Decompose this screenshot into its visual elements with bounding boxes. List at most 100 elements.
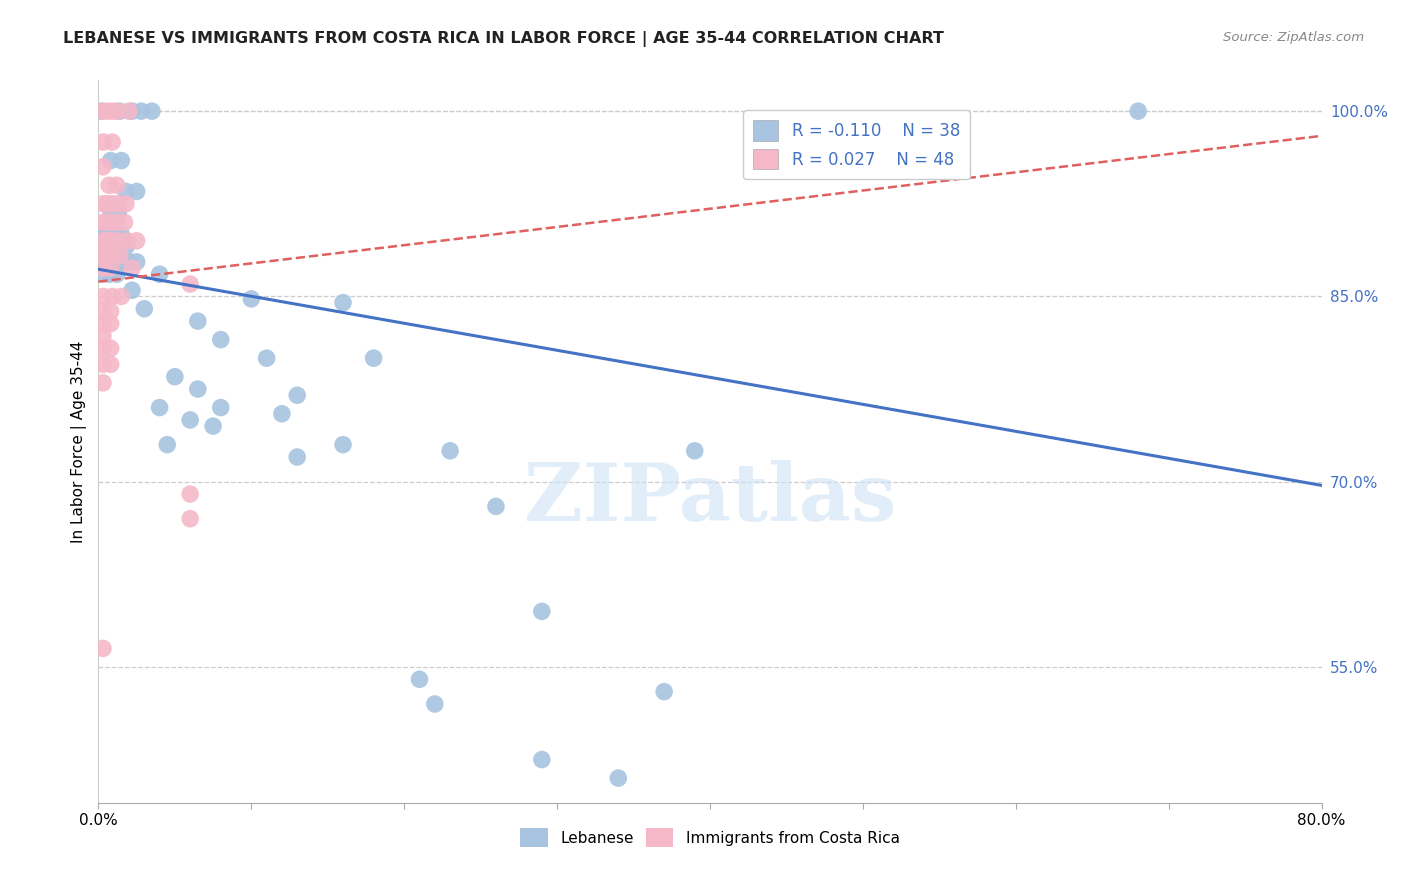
Point [91, 317, 114, 331]
Point [105, 215, 128, 229]
Point [108, 255, 131, 269]
Point [187, 382, 209, 396]
Point [115, 185, 138, 199]
Point [117, 234, 139, 248]
Point [156, 437, 179, 451]
Point [101, 227, 124, 242]
Point [100, 357, 122, 371]
Point [485, 500, 508, 514]
Point [91, 304, 114, 318]
Point [141, 104, 163, 119]
Point [100, 304, 122, 318]
Point [97, 249, 120, 263]
Point [652, 684, 675, 698]
Point [90, 104, 112, 119]
Point [97, 104, 120, 119]
Point [91, 641, 114, 656]
Point [110, 289, 132, 303]
Point [91, 234, 114, 248]
Point [209, 333, 232, 347]
Point [101, 234, 124, 248]
Point [98, 178, 121, 193]
Point [112, 215, 135, 229]
Point [91, 215, 114, 229]
Point [91, 260, 114, 275]
Point [423, 697, 446, 711]
Point [179, 512, 201, 526]
Point [91, 357, 114, 371]
Point [101, 196, 124, 211]
Point [91, 289, 114, 303]
Point [101, 215, 124, 229]
Point [363, 351, 385, 366]
Point [121, 260, 143, 275]
Point [101, 240, 124, 254]
Point [149, 267, 172, 281]
Point [439, 443, 461, 458]
Point [1128, 104, 1150, 119]
Point [105, 227, 128, 242]
Point [107, 205, 129, 219]
Point [91, 341, 114, 355]
Point [91, 227, 114, 242]
Point [97, 215, 120, 229]
Point [101, 289, 124, 303]
Point [103, 255, 125, 269]
Point [108, 104, 131, 119]
Point [101, 135, 124, 149]
Point [270, 407, 292, 421]
Point [100, 260, 122, 275]
Point [97, 234, 120, 248]
Point [91, 329, 114, 343]
Point [125, 234, 148, 248]
Point [91, 196, 114, 211]
Point [98, 267, 121, 281]
Point [408, 673, 430, 687]
Point [91, 267, 114, 281]
Point [285, 450, 308, 464]
Point [187, 314, 209, 328]
Point [134, 301, 156, 316]
Point [129, 104, 152, 119]
Point [97, 227, 120, 242]
Point [97, 240, 120, 254]
Text: Source: ZipAtlas.com: Source: ZipAtlas.com [1223, 31, 1364, 45]
Point [118, 104, 141, 119]
Point [121, 283, 143, 297]
Point [179, 277, 201, 291]
Point [607, 771, 630, 785]
Point [100, 317, 122, 331]
Point [530, 753, 553, 767]
Point [110, 227, 132, 242]
Point [105, 267, 128, 281]
Point [101, 104, 124, 119]
Point [100, 153, 122, 168]
Point [91, 249, 114, 263]
Point [110, 153, 132, 168]
Point [91, 160, 114, 174]
Point [105, 240, 128, 254]
Point [91, 255, 114, 269]
Text: LEBANESE VS IMMIGRANTS FROM COSTA RICA IN LABOR FORCE | AGE 35-44 CORRELATION CH: LEBANESE VS IMMIGRANTS FROM COSTA RICA I… [63, 31, 945, 47]
Point [125, 255, 148, 269]
Point [101, 249, 124, 263]
Point [209, 401, 232, 415]
Point [118, 255, 141, 269]
Point [107, 234, 129, 248]
Point [332, 437, 354, 451]
Point [683, 443, 706, 458]
Point [108, 249, 131, 263]
Point [121, 104, 143, 119]
Point [149, 401, 172, 415]
Point [107, 196, 129, 211]
Point [179, 487, 201, 501]
Point [285, 388, 308, 402]
Point [115, 196, 138, 211]
Point [105, 178, 128, 193]
Point [202, 419, 225, 434]
Point [240, 292, 263, 306]
Legend: Lebanese, Immigrants from Costa Rica: Lebanese, Immigrants from Costa Rica [515, 822, 905, 853]
Text: ZIPatlas: ZIPatlas [524, 460, 896, 539]
Point [125, 185, 148, 199]
Point [163, 369, 186, 384]
